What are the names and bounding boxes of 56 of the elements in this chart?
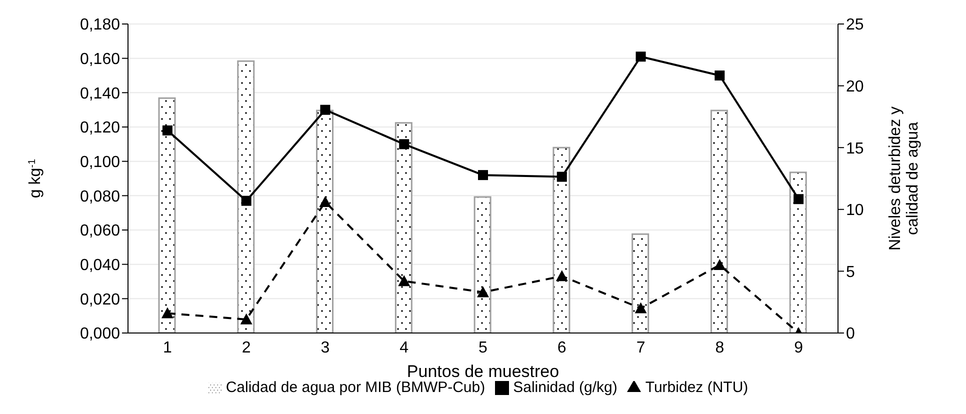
point [714,259,726,270]
legend-label: Calidad de agua por MIB (BMWP-Cub) [226,379,486,396]
point [241,196,252,206]
x-tick-label: 2 [242,339,251,356]
x-tick-label: 9 [794,339,804,356]
bar [158,97,176,333]
bar [316,110,334,333]
x-tick-label: 3 [320,339,330,356]
point [161,307,174,318]
bar [552,146,570,333]
legend-label: Turbidez (NTU) [645,379,748,396]
point [398,275,410,286]
bar [474,196,492,333]
y-tick-label: 0,080 [80,188,120,206]
x-tick-label: 7 [636,339,646,356]
y2-tick-label: 15 [846,140,864,158]
point [636,52,646,62]
y-tick-label: 0,040 [80,257,120,274]
bar [237,60,255,333]
y-tick-label: 0,000 [80,326,120,343]
point [477,286,489,298]
legend-label: Salinidad (g/kg) [513,379,618,396]
point [794,194,804,204]
x-tick-label: 1 [162,339,172,356]
y-tick-label: 0,020 [80,291,120,308]
point [634,302,647,314]
y-tick-label: 0,160 [80,51,120,68]
point [556,270,568,282]
point [556,172,567,182]
x-axis-title: Puntos de muestreo [406,362,560,381]
point [714,70,725,80]
point [478,170,488,180]
y-tick-label: 0,060 [80,222,120,240]
y-tick-label: 0,100 [80,154,120,172]
point [319,196,332,207]
y2-tick-label: 20 [846,78,864,96]
x-tick-label: 5 [478,339,488,356]
y2-tick-label: 10 [846,202,864,220]
y2-axis-title: Niveles deturbidez y calidad de agua [887,106,922,251]
x-tick-label: 4 [400,339,409,356]
bar [632,233,650,333]
point [399,139,410,150]
point [320,104,330,115]
x-tick-label: 6 [557,339,566,356]
y2-tick-label: 5 [846,264,855,281]
y2-tick-label: 0 [846,326,855,343]
x-tick-label: 8 [715,339,724,356]
y-tick-label: 0,120 [80,120,120,137]
bar [394,122,412,333]
point [162,125,172,136]
point [240,313,252,324]
y2-tick-label: 25 [846,16,864,34]
y-tick-label: 0,140 [80,85,120,102]
bar [710,110,728,333]
bar [789,172,807,333]
y-tick-label: 0,180 [80,16,120,34]
